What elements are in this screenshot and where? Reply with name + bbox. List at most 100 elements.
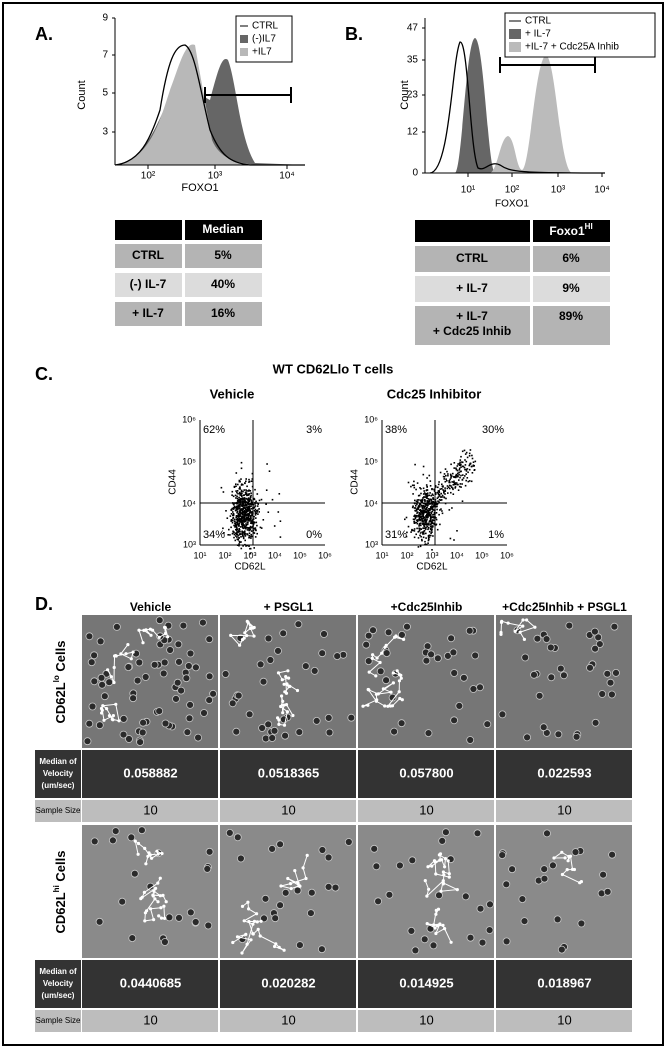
- track-point: [276, 671, 281, 675]
- cell-dot: [241, 495, 243, 497]
- cell: [612, 669, 620, 677]
- cell-dot: [248, 534, 251, 537]
- row-label-rest: Cells: [53, 641, 68, 676]
- cell: [374, 897, 383, 906]
- cell-dot: [453, 467, 455, 469]
- cell: [347, 713, 356, 722]
- velocity-cell: [220, 960, 356, 1008]
- sample-size-value: 10: [419, 802, 433, 817]
- velocity-label: Velocity: [43, 979, 74, 988]
- cell-dot: [468, 468, 471, 471]
- row-label: (-) IL-7: [130, 277, 167, 291]
- cell-dot: [238, 525, 240, 527]
- cell-dot: [235, 518, 238, 521]
- cell-dot: [431, 488, 433, 491]
- cell-dot: [451, 486, 453, 489]
- track-point: [287, 684, 291, 689]
- cell-dot: [426, 515, 429, 517]
- cell: [141, 673, 150, 681]
- cell-dot: [422, 497, 424, 499]
- cell-dot: [239, 518, 242, 520]
- cell-dot: [443, 473, 446, 475]
- cell-dot: [278, 493, 281, 495]
- track-point: [384, 643, 388, 648]
- cell-dot: [418, 494, 421, 497]
- track-point: [158, 876, 162, 880]
- cell-dot: [430, 534, 432, 537]
- cell-dot: [240, 490, 243, 493]
- track-point: [137, 628, 141, 632]
- cell-dot: [468, 452, 471, 455]
- cell-dot: [238, 527, 240, 530]
- cell-dot: [245, 515, 247, 517]
- cell-dot: [460, 486, 462, 488]
- cell-dot: [457, 463, 459, 465]
- cell-dot: [240, 461, 243, 464]
- cell: [441, 828, 450, 837]
- cell-dot: [248, 528, 250, 530]
- cell-dot: [432, 535, 434, 537]
- cell-dot: [424, 540, 426, 543]
- cell-dot: [234, 532, 237, 535]
- cell-dot: [426, 494, 429, 497]
- cell-dot: [254, 527, 257, 529]
- cell: [560, 671, 568, 680]
- cell: [408, 856, 417, 865]
- cell-dot: [433, 505, 436, 508]
- cell-dot: [461, 483, 463, 485]
- cell-dot: [244, 535, 247, 537]
- y-tick-label: 0: [412, 168, 418, 179]
- cell: [535, 691, 544, 700]
- cell-dot: [471, 454, 473, 457]
- track-point: [563, 856, 567, 860]
- cell-dot: [233, 505, 236, 508]
- track-point: [243, 631, 247, 635]
- cell: [95, 721, 104, 730]
- sample-size-value: 10: [281, 1012, 295, 1027]
- cell-dot: [244, 482, 246, 484]
- cell-dot: [415, 508, 418, 510]
- cell-dot: [235, 528, 237, 531]
- cell-dot: [464, 464, 467, 466]
- cell-dot: [242, 483, 244, 486]
- cell-dot: [243, 518, 246, 520]
- sample-size-value: 10: [419, 1012, 433, 1027]
- track-point: [112, 680, 116, 685]
- cell-dot: [470, 480, 473, 483]
- cell: [435, 891, 443, 900]
- cell-dot: [255, 517, 257, 519]
- cell-dot: [266, 463, 268, 465]
- sample-size-label: Sample Size: [36, 806, 81, 815]
- table-header-base: Foxo1: [549, 224, 585, 238]
- cell-dot: [244, 520, 247, 523]
- cell-dot: [248, 493, 250, 495]
- track-point: [281, 711, 285, 715]
- track-point: [285, 682, 289, 686]
- cell: [258, 724, 267, 732]
- cell-track: [362, 682, 394, 707]
- cell-dot: [420, 522, 422, 525]
- cell-dot: [248, 520, 250, 522]
- cell: [159, 669, 168, 678]
- column-header: + PSGL1: [264, 600, 314, 614]
- track-point: [399, 673, 403, 678]
- cell-dot: [421, 506, 424, 509]
- track-point: [286, 669, 290, 673]
- table-header-cell: [533, 220, 610, 242]
- x-tick-label: 10²: [141, 171, 156, 182]
- cell-dot: [246, 517, 249, 519]
- track-point: [400, 698, 404, 702]
- table-cell: [415, 246, 530, 272]
- cell-dot: [259, 526, 262, 529]
- cell-dot: [247, 513, 250, 515]
- legend-box: [504, 12, 656, 58]
- cell-dot: [251, 513, 253, 516]
- cell-dot: [243, 533, 246, 536]
- cell-dot: [427, 542, 429, 544]
- cell-dot: [242, 520, 244, 523]
- cell-dot: [436, 528, 439, 531]
- track-point: [149, 633, 153, 637]
- cell-dot: [428, 499, 431, 501]
- track-point: [433, 926, 437, 930]
- cell-dot: [420, 515, 423, 518]
